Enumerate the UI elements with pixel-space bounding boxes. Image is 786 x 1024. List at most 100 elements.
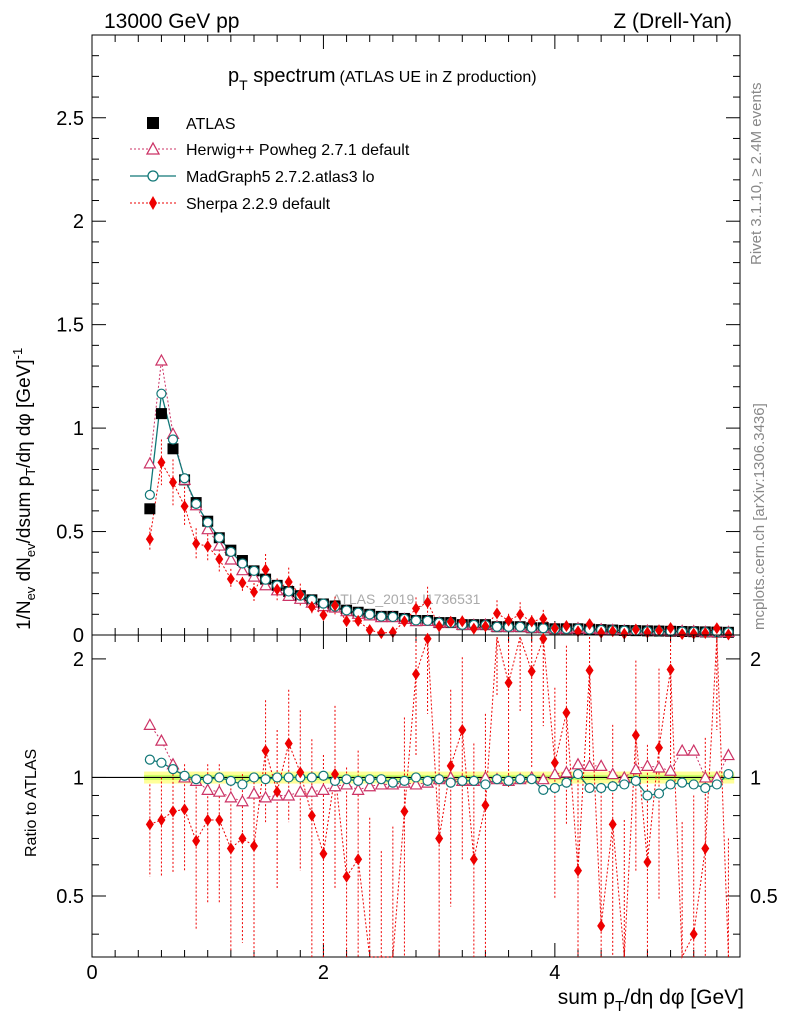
sherpa-ratio-point (643, 855, 652, 868)
madgraph-ratio-point (272, 772, 283, 783)
sherpa-ratio-point (169, 805, 177, 818)
madgraph-ratio-point (410, 772, 422, 783)
sherpa-point (458, 615, 467, 628)
sherpa-point (504, 614, 513, 627)
madgraph-point (214, 532, 225, 543)
madgraph-ratio-point (306, 772, 317, 783)
sherpa-ratio-point (446, 759, 455, 772)
herwig-ratio-point (212, 784, 226, 797)
x-tick-label: 2 (318, 962, 329, 984)
sherpa-ratio-point (238, 832, 247, 845)
sherpa-ratio-point (481, 799, 490, 812)
madgraph-ratio-point (225, 775, 236, 787)
herwig-point (212, 538, 226, 551)
madgraph-ratio-point (619, 779, 630, 790)
madgraph-point (341, 605, 352, 616)
sherpa-ratio-point (157, 813, 166, 826)
madgraph-point (318, 598, 329, 609)
madgraph-point (283, 586, 294, 597)
legend-madgraph-marker (147, 170, 159, 182)
madgraph-ratio-point (167, 764, 179, 775)
sherpa-ratio-point (539, 632, 548, 645)
sherpa-ratio-point (307, 809, 316, 822)
sherpa-ratio-point (574, 864, 582, 877)
madgraph-point (515, 621, 526, 632)
sherpa-point (180, 500, 189, 513)
herwig-ratio-point (282, 788, 296, 801)
herwig-ratio-point (629, 762, 643, 775)
madgraph-ratio-point (584, 782, 595, 794)
sherpa-ratio-point (319, 847, 328, 860)
sherpa-ratio-point (701, 842, 710, 855)
main-y-tick-label: 0 (73, 625, 84, 647)
sherpa-point (631, 623, 640, 636)
sherpa-point (574, 625, 582, 638)
madgraph-ratio-point (387, 777, 398, 788)
herwig-ratio-point (675, 743, 689, 756)
sherpa-point (666, 621, 675, 634)
madgraph-point (191, 498, 202, 510)
sherpa-point (481, 620, 490, 633)
atlas-point (167, 443, 179, 455)
madgraph-ratio-point (711, 779, 722, 790)
sherpa-point (203, 540, 212, 553)
madgraph-ratio-point (515, 774, 526, 785)
sherpa-point (493, 607, 501, 620)
sherpa-point (412, 602, 420, 615)
sherpa-ratio-point (423, 632, 432, 645)
herwig-ratio-point (559, 765, 573, 778)
header-right: Z (Drell-Yan) (613, 10, 732, 33)
herwig-ratio-point (201, 783, 215, 795)
herwig-ratio-point (305, 784, 319, 797)
main-ylabel: 1/Nev dNev/dsum pT/dη dφ [GeV]-1 (10, 348, 38, 630)
madgraph-ratio-point (572, 768, 584, 780)
mcplots-label: mcplots.cern.ch [arXiv:1306.3436] (751, 403, 768, 630)
sherpa-point (192, 537, 201, 550)
madgraph-point (410, 615, 422, 626)
herwig-point (224, 552, 238, 565)
herwig-point (235, 563, 249, 576)
sherpa-point (296, 588, 305, 601)
plot-title: pT spectrum (ATLAS UE in Z production) (228, 65, 537, 93)
sherpa-ratio-point (192, 834, 201, 847)
madgraph-ratio-point (538, 784, 549, 795)
sherpa-point (307, 600, 316, 613)
sherpa-ratio-point (203, 813, 212, 826)
herwig-ratio-point (606, 767, 620, 780)
sherpa-point (516, 608, 525, 621)
sherpa-point (226, 573, 235, 586)
sherpa-ratio-point (145, 818, 154, 831)
legend-sherpa-label: Sherpa 2.2.9 default (186, 196, 331, 213)
herwig-ratio-point (259, 790, 273, 803)
sherpa-ratio-point (412, 668, 420, 681)
sherpa-point (724, 628, 733, 641)
madgraph-point (237, 558, 248, 569)
herwig-ratio-point (652, 760, 666, 773)
atlas-point (155, 408, 167, 420)
madgraph-ratio-point (237, 779, 248, 790)
sherpa-point (562, 619, 571, 632)
herwig-point (143, 456, 157, 469)
plot-title-rest: spectrum (248, 65, 336, 87)
ratio-y-tick-label: 1 (73, 767, 84, 789)
sherpa-point (539, 612, 548, 625)
sherpa-ratio-point (435, 832, 444, 845)
sherpa-point (145, 533, 154, 546)
madgraph-point (260, 574, 271, 585)
sherpa-point (469, 622, 478, 635)
sherpa-ratio-point (689, 928, 698, 941)
sherpa-ratio-point (458, 723, 467, 736)
sherpa-point (377, 627, 386, 640)
sherpa-ratio-point (296, 766, 305, 779)
legend-madgraph-label: MadGraph5 2.7.2.atlas3 lo (186, 169, 375, 186)
herwig-ratio-point (571, 757, 585, 770)
madgraph-ratio-point (191, 774, 202, 785)
herwig-ratio-point (293, 784, 307, 797)
main-y-tick-label: 1.5 (56, 315, 84, 337)
sherpa-point (342, 615, 351, 628)
rivet-label: Rivet 3.1.10, ≥ 2.4M events (748, 83, 765, 266)
sherpa-ratio-point (226, 842, 235, 855)
sherpa-point (597, 626, 606, 639)
legend-atlas-label: ATLAS (186, 116, 236, 133)
